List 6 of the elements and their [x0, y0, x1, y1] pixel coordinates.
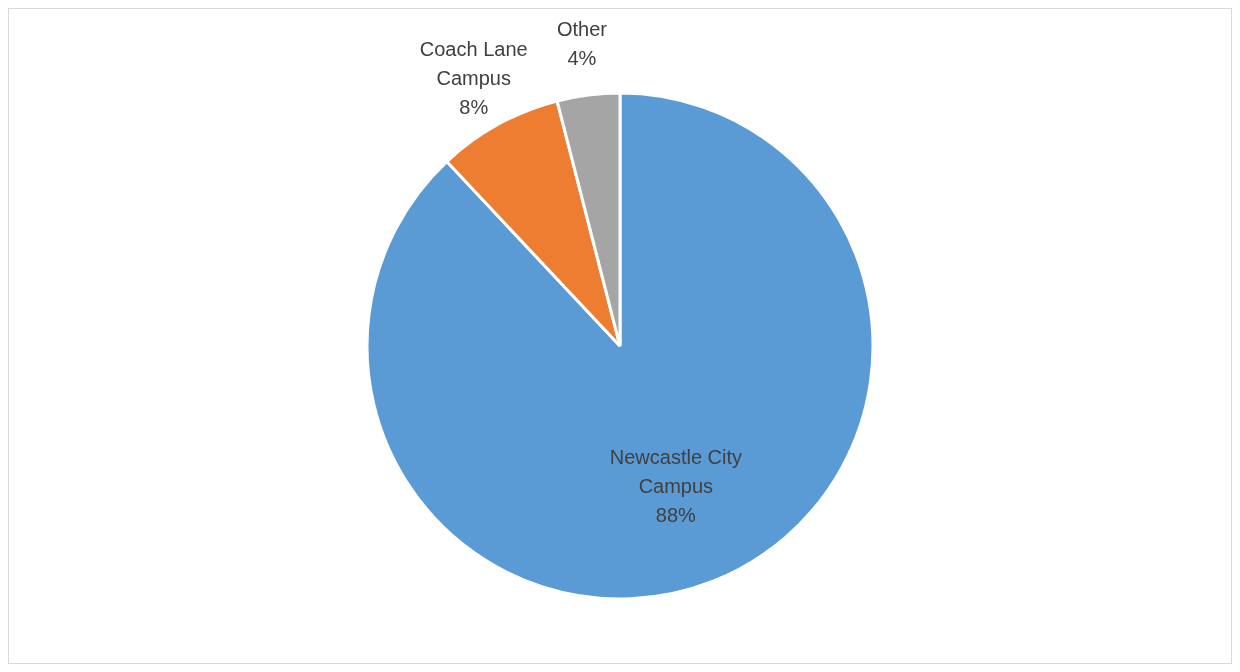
slice-label: Other — [556, 17, 608, 40]
data-label: 4% — [567, 46, 597, 69]
slice-label: Coach Lane Campus — [419, 38, 528, 90]
data-label: 88% — [655, 503, 697, 526]
data-label: 8% — [459, 96, 489, 119]
slice-label: Newcastle City Campus — [609, 445, 743, 497]
